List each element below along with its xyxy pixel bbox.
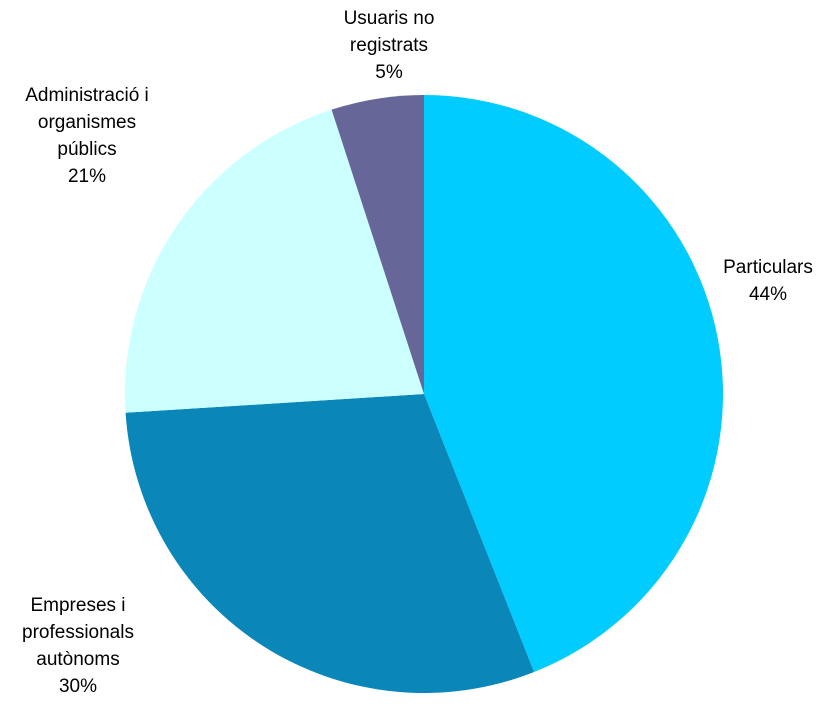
slice-percent-0: 44% [749,284,787,305]
slice-label-0: Particulars 44% [723,257,813,305]
slice-percent-3: 5% [375,62,403,83]
pie-slice-3 [331,95,424,394]
pie-slice-1 [125,394,535,693]
pie-slices [125,94,724,693]
pie-slice-0 [424,94,724,673]
slice-label-3: Usuaris no registrats 5% [344,8,435,83]
slice-name-line-1-2: autònoms [36,649,119,670]
slice-name-line-3-0: Usuaris no [344,8,435,29]
slice-name-line-1-0: Empreses i [30,595,125,616]
slice-name-line-2-2: públics [57,139,116,160]
slice-percent-1: 30% [59,676,97,697]
slice-name-line-1-1: professionals [22,622,134,643]
pie-slice-2 [125,109,424,413]
slice-percent-2: 21% [68,166,106,187]
slice-name-line-3-1: registrats [350,35,428,56]
slice-label-1: Empreses i professionals autònoms 30% [22,595,134,697]
slice-name-line-2-1: organismes [38,112,136,133]
slice-label-2: Administració i organismes públics 21% [25,85,149,187]
slice-name-line-2-0: Administració i [25,85,149,106]
slice-name-line-0-0: Particulars [723,257,813,278]
slice-labels: Particulars 44% Empreses i professionals aut… [22,8,813,697]
